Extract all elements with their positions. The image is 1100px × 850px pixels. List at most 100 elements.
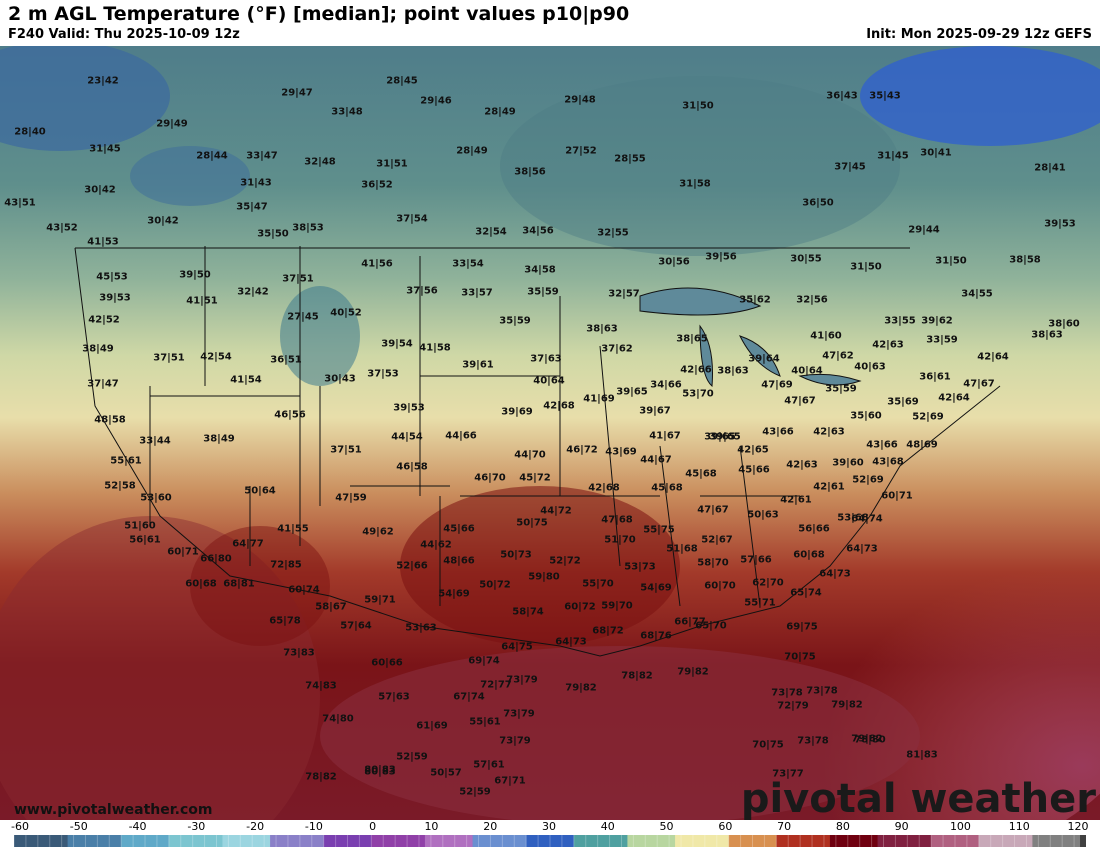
point-value: 58|70 (697, 557, 729, 569)
point-value: 39|62 (921, 315, 953, 327)
colorbar-segment (448, 835, 456, 847)
point-value: 73|77 (772, 768, 804, 780)
colorbar-segment (454, 835, 462, 847)
colorbar-segment (752, 835, 760, 847)
point-value: 29|47 (281, 87, 313, 99)
colorbar-segment (972, 835, 980, 847)
point-value: 39|50 (179, 269, 211, 281)
point-value: 28|49 (456, 145, 488, 157)
point-value: 64|74 (851, 513, 883, 525)
colorbar-segment (639, 835, 646, 847)
point-value: 50|57 (430, 767, 462, 779)
point-value: 64|75 (501, 641, 533, 653)
point-value: 50|75 (516, 517, 548, 529)
colorbar-segment (31, 835, 39, 847)
point-value: 58|74 (512, 606, 544, 618)
colorbar-segment (436, 835, 444, 847)
point-value: 31|50 (682, 100, 714, 112)
point-value: 32|55 (597, 227, 629, 239)
colorbar-tick-label: -10 (304, 820, 323, 833)
colorbar-segment (395, 835, 402, 847)
point-value: 38|53 (292, 222, 324, 234)
point-value: 46|72 (566, 444, 598, 456)
point-value: 37|51 (282, 273, 314, 285)
point-value: 48|66 (443, 555, 475, 567)
point-value: 39|65 (709, 431, 741, 443)
point-value: 29|46 (420, 95, 452, 107)
colorbar-segment (609, 835, 617, 847)
point-value: 46|58 (396, 461, 428, 473)
point-value: 31|51 (376, 158, 408, 170)
colorbar-segment (180, 835, 188, 847)
point-value: 41|54 (230, 374, 262, 386)
point-value: 34|55 (961, 288, 993, 300)
colorbar-segment (121, 835, 128, 847)
colorbar-segment (1032, 835, 1039, 847)
point-value: 43|52 (46, 222, 78, 234)
point-value: 34|58 (524, 264, 556, 276)
colorbar-segment (919, 835, 926, 847)
point-value: 67|74 (453, 691, 485, 703)
point-value: 33|59 (926, 334, 958, 346)
point-value: 56|61 (129, 534, 161, 546)
point-value: 39|53 (99, 292, 131, 304)
point-value: 47|59 (335, 492, 367, 504)
colorbar-segment (937, 835, 944, 847)
colorbar-segment (823, 835, 831, 847)
point-value: 81|83 (906, 749, 938, 761)
colorbar-segment (365, 835, 372, 847)
colorbar-segment (97, 835, 104, 847)
point-value: 42|68 (543, 400, 575, 412)
point-value: 55|71 (744, 597, 776, 609)
point-value: 66|77 (674, 616, 706, 628)
point-value: 38|58 (1009, 254, 1041, 266)
point-value: 44|54 (391, 431, 423, 443)
colorbar-segment (37, 835, 45, 847)
point-value: 29|44 (908, 224, 940, 236)
point-value: 53|63 (405, 622, 437, 634)
colorbar-segment (377, 835, 384, 847)
point-value: 43|69 (605, 446, 637, 458)
colorbar-segment (91, 835, 98, 847)
colorbar-segment (264, 835, 271, 847)
colorbar-segment (555, 835, 563, 847)
colorbar-segment (401, 835, 408, 847)
point-value: 35|60 (850, 410, 882, 422)
colorbar-segment (794, 835, 801, 847)
colorbar-tick-label: 110 (1008, 820, 1030, 833)
point-value: 53|68 (837, 512, 869, 524)
point-value: 30|43 (324, 373, 356, 385)
colorbar-segment (728, 835, 736, 847)
point-value: 30|42 (84, 184, 116, 196)
point-value: 28|45 (386, 75, 418, 87)
colorbar-segment (103, 835, 110, 847)
point-value: 30|55 (790, 253, 822, 265)
website-label: www.pivotalweather.com (14, 802, 213, 818)
colorbar-segment (442, 835, 450, 847)
point-value: 49|62 (362, 526, 394, 538)
colorbar-segment (567, 835, 575, 847)
point-value: 60|72 (564, 601, 596, 613)
colorbar-segment (335, 835, 343, 847)
point-value: 50|64 (244, 485, 276, 497)
colorbar-segment (317, 835, 325, 847)
point-value: 40|63 (854, 361, 886, 373)
point-value: 47|67 (784, 395, 816, 407)
point-value: 54|69 (438, 588, 470, 600)
colorbar-segment (663, 835, 670, 847)
colorbar-segment (990, 835, 998, 847)
point-value: 55|61 (110, 455, 142, 467)
point-value: 79|82 (565, 682, 597, 694)
point-value: 39|53 (1044, 218, 1076, 230)
colorbar-segment (424, 835, 432, 847)
colorbar-segment (115, 835, 122, 847)
point-value: 39|61 (462, 359, 494, 371)
colorbar-segment (276, 835, 283, 847)
point-value: 79|82 (677, 666, 709, 678)
colorbar-segment (282, 835, 289, 847)
point-value: 80|83 (364, 766, 396, 778)
colorbar-segment (978, 835, 986, 847)
point-value: 34|56 (522, 225, 554, 237)
point-value: 38|49 (82, 343, 114, 355)
colorbar-segment (19, 835, 27, 847)
